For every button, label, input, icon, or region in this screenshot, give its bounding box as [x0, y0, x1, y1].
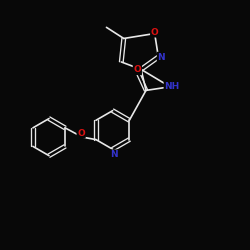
Text: N: N — [110, 150, 118, 159]
Text: N: N — [158, 52, 165, 62]
Text: NH: NH — [164, 82, 180, 91]
Text: O: O — [77, 129, 85, 138]
Text: O: O — [134, 65, 141, 74]
Text: O: O — [151, 28, 158, 37]
